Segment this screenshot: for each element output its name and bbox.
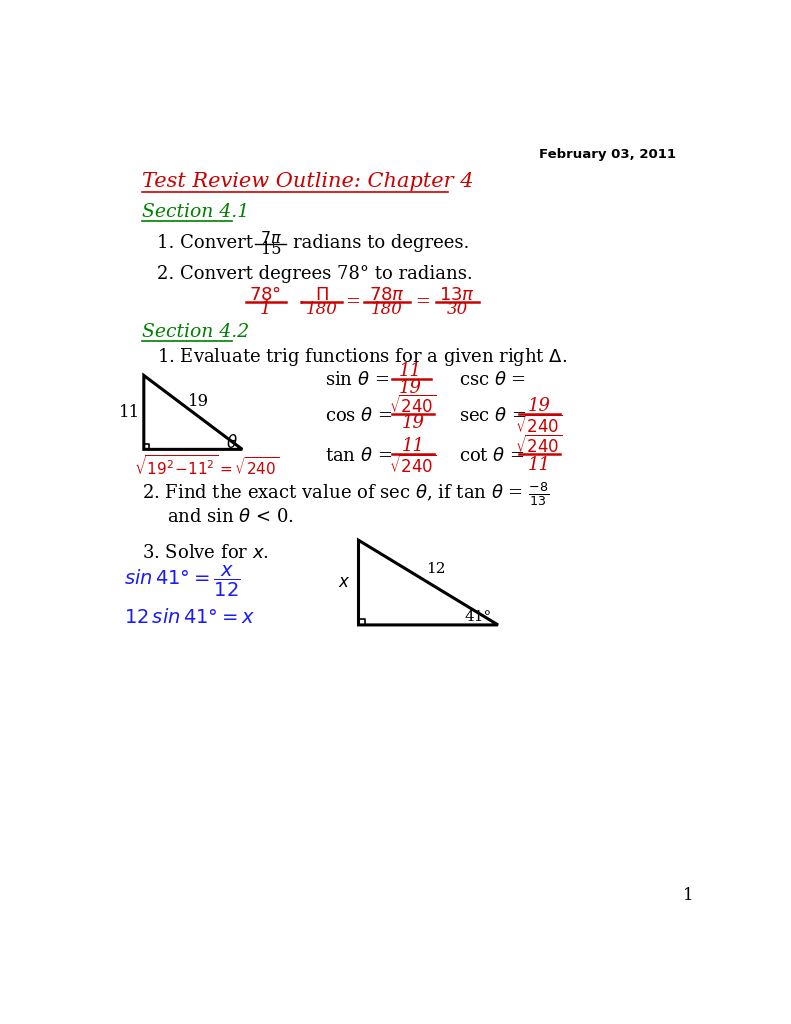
- Text: $\sqrt{19^2\!-\!11^2} = \sqrt{240}$: $\sqrt{19^2\!-\!11^2} = \sqrt{240}$: [134, 455, 278, 478]
- Text: =: =: [415, 293, 430, 311]
- Text: 180: 180: [306, 301, 338, 317]
- Text: 11: 11: [399, 361, 422, 380]
- Text: 1. Convert: 1. Convert: [157, 234, 253, 252]
- Text: $78°$: $78°$: [249, 287, 282, 304]
- Text: 11: 11: [401, 437, 424, 456]
- Text: $13\pi$: $13\pi$: [439, 287, 475, 304]
- Text: Section 4.1: Section 4.1: [142, 203, 248, 221]
- Text: 11: 11: [119, 403, 141, 421]
- Text: 1. Evaluate trig functions for a given right $\Delta$.: 1. Evaluate trig functions for a given r…: [157, 346, 567, 368]
- Text: 180: 180: [371, 301, 403, 317]
- Text: 2. Find the exact value of sec $\theta$, if tan $\theta$ = $\frac{-8}{13}$: 2. Find the exact value of sec $\theta$,…: [142, 480, 549, 508]
- Text: $x$: $x$: [339, 574, 350, 591]
- Text: 19: 19: [528, 397, 551, 416]
- Text: Test Review Outline: Chapter 4: Test Review Outline: Chapter 4: [142, 172, 473, 190]
- Text: 11: 11: [528, 456, 551, 474]
- Text: csc $\theta$ =: csc $\theta$ =: [460, 371, 526, 389]
- Text: and sin $\theta$ < 0.: and sin $\theta$ < 0.: [167, 508, 294, 526]
- Text: 2. Convert degrees 78° to radians.: 2. Convert degrees 78° to radians.: [157, 265, 473, 283]
- Text: =: =: [346, 293, 361, 311]
- Text: 41°: 41°: [465, 610, 492, 625]
- Text: $\sqrt{240}$: $\sqrt{240}$: [515, 415, 563, 436]
- Text: 1: 1: [259, 300, 271, 318]
- Text: cos $\theta$ =: cos $\theta$ =: [325, 408, 393, 425]
- Text: sin $\theta$ =: sin $\theta$ =: [325, 371, 389, 389]
- Text: cot $\theta$ =: cot $\theta$ =: [460, 446, 525, 465]
- Text: 30: 30: [446, 301, 467, 317]
- Text: 19: 19: [187, 393, 209, 411]
- Text: 19: 19: [401, 414, 424, 432]
- Text: February 03, 2011: February 03, 2011: [539, 147, 676, 161]
- Text: $\sqrt{240}$: $\sqrt{240}$: [389, 455, 437, 476]
- Text: $\sqrt{240}$: $\sqrt{240}$: [389, 395, 437, 418]
- Text: 15: 15: [261, 241, 281, 258]
- Text: 3. Solve for $x$.: 3. Solve for $x$.: [142, 545, 268, 562]
- Text: $\sqrt{240}$: $\sqrt{240}$: [515, 435, 563, 458]
- Text: radians to degrees.: radians to degrees.: [293, 234, 469, 252]
- Text: $78\pi$: $78\pi$: [369, 287, 405, 304]
- Text: $\Pi$: $\Pi$: [316, 287, 329, 304]
- Text: tan $\theta$ =: tan $\theta$ =: [325, 446, 392, 465]
- Text: $\mathit{sin\,41°} = \dfrac{x}{12}$: $\mathit{sin\,41°} = \dfrac{x}{12}$: [123, 564, 240, 599]
- Text: $7\pi$: $7\pi$: [260, 229, 282, 247]
- Text: 12: 12: [426, 562, 446, 577]
- Text: 19: 19: [399, 379, 422, 396]
- Text: $\theta$: $\theta$: [226, 434, 238, 453]
- Text: $\mathit{12\,sin\,41° = x}$: $\mathit{12\,sin\,41° = x}$: [123, 607, 255, 627]
- Text: 1: 1: [683, 888, 693, 904]
- Text: Section 4.2: Section 4.2: [142, 324, 248, 341]
- Text: $\cdot$: $\cdot$: [297, 292, 304, 312]
- Text: sec $\theta$ =: sec $\theta$ =: [460, 408, 527, 425]
